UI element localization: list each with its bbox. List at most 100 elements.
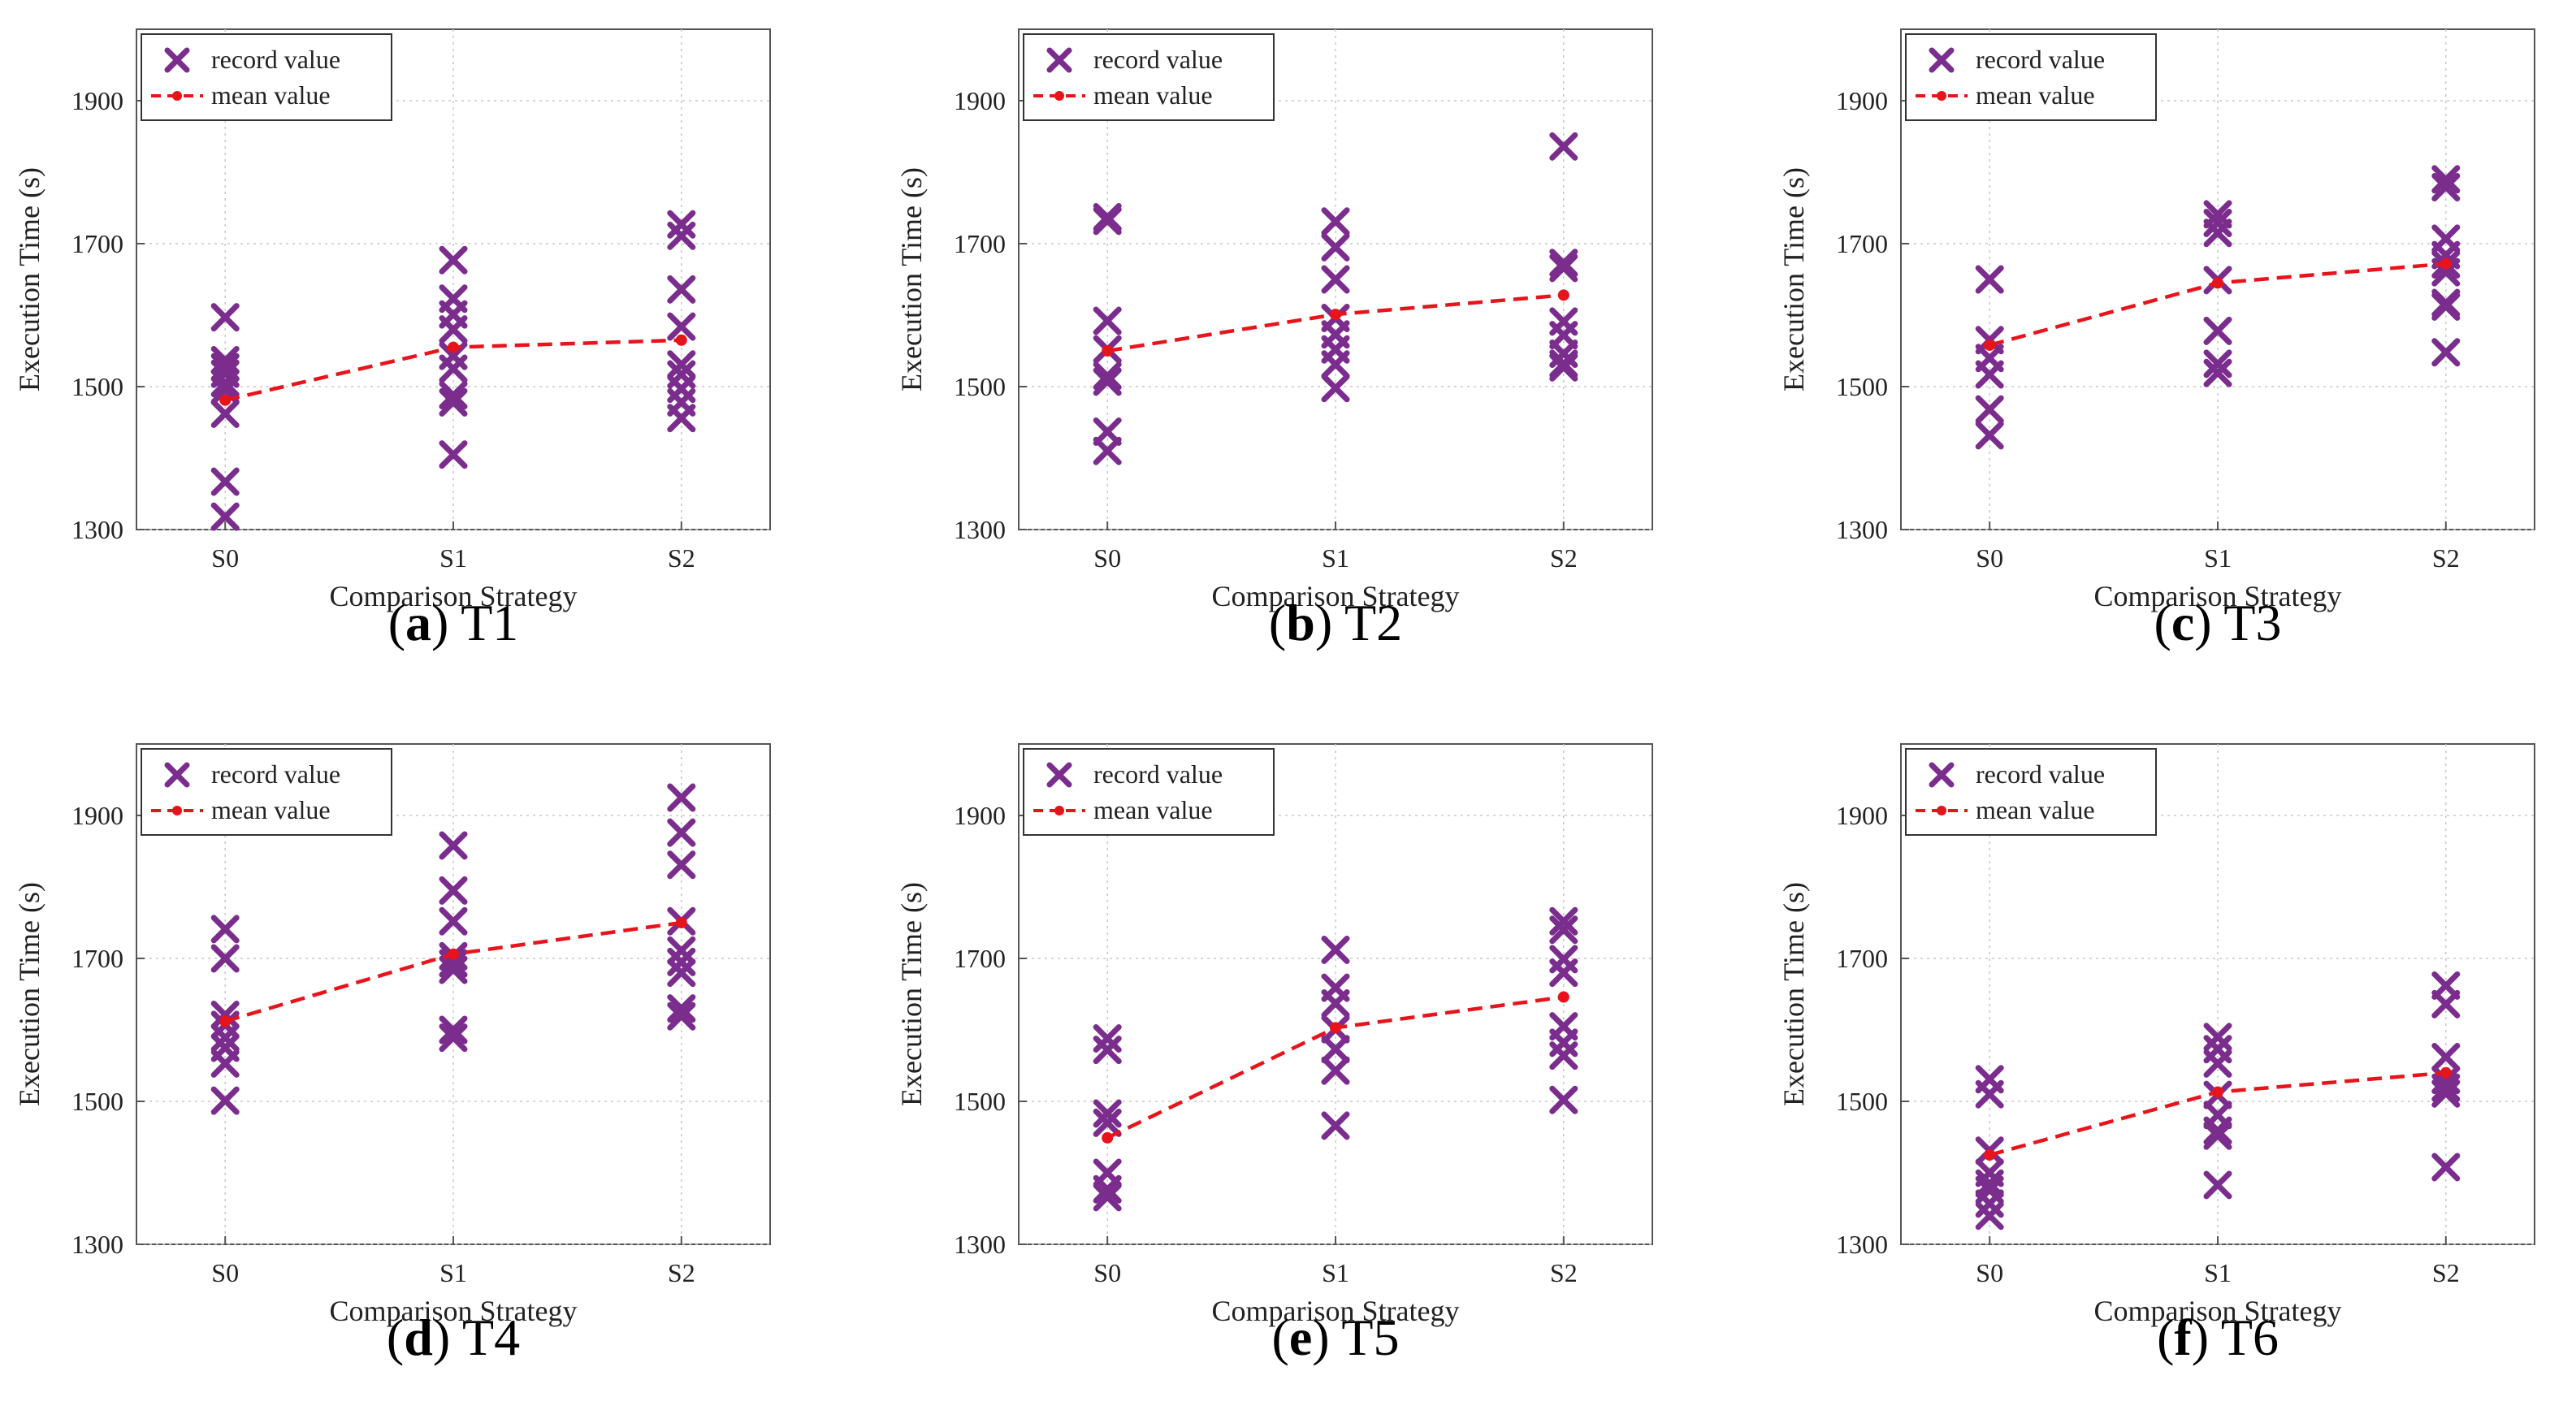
record-point [210, 399, 240, 428]
y-tick-label: 1900 [1836, 801, 1888, 830]
mean-point [1984, 339, 1996, 351]
legend-mean-label: mean value [1093, 795, 1213, 824]
record-point [439, 354, 468, 383]
y-tick-label: 1700 [954, 944, 1006, 973]
legend-mean-marker [1937, 806, 1946, 815]
x-tick-label: S2 [2432, 543, 2460, 573]
record-point [210, 1049, 240, 1078]
panel-caption: (b) T2 [1268, 594, 1403, 651]
record-point [2203, 1049, 2232, 1078]
mean-point [1330, 1022, 1341, 1034]
mean-point [2440, 1066, 2452, 1079]
y-axis-label: Execution Time (s) [13, 882, 45, 1106]
panel-task: ) T1 [431, 594, 519, 651]
x-tick-label: S0 [1976, 543, 2003, 573]
legend: record value mean value [141, 748, 392, 836]
mean-point [2440, 257, 2452, 270]
record-point [2431, 165, 2461, 194]
record-point [2203, 218, 2232, 248]
record-point [667, 958, 696, 988]
y-tick-label: 1500 [71, 372, 123, 401]
mean-point [1557, 289, 1569, 301]
panel-task: ) T5 [1312, 1308, 1400, 1366]
record-point [1321, 1111, 1350, 1140]
record-point [1321, 265, 1350, 294]
mean-point [1330, 309, 1341, 321]
record-point [2203, 316, 2232, 345]
record-point [439, 440, 468, 469]
y-tick-label: 1700 [1836, 229, 1888, 258]
y-tick-label: 1900 [954, 86, 1006, 115]
record-point [667, 994, 696, 1023]
record-point [1549, 906, 1578, 936]
legend: record value mean value [141, 33, 392, 121]
record-point [1093, 1183, 1122, 1212]
record-point [1975, 1169, 2004, 1198]
x-axis-label: Comparison Strategy [330, 1295, 578, 1327]
y-tick-label: 1500 [1836, 1087, 1888, 1116]
x-tick-label: S0 [211, 1258, 239, 1287]
record-point [1093, 436, 1122, 465]
record-point [2431, 292, 2461, 321]
y-tick-label: 1700 [71, 229, 123, 258]
record-point [2431, 338, 2461, 367]
record-point [667, 850, 696, 880]
record-point [1093, 306, 1122, 335]
record-point [1975, 421, 2004, 450]
panel-letter: d [404, 1308, 433, 1366]
legend: record value mean value [1023, 33, 1275, 121]
legend-record-marker [1046, 762, 1072, 788]
y-tick-label: 1900 [71, 801, 123, 830]
record-point [1321, 1056, 1350, 1085]
record-point [1321, 350, 1350, 379]
chart-svg: 1300 1500 1700 1900 S0 S1 S2 Comparison Strateg… [895, 743, 1653, 1327]
record-point [1975, 1201, 2004, 1231]
legend-box [1023, 748, 1275, 836]
record-point [210, 915, 240, 944]
mean-point [448, 341, 459, 353]
y-tick-label: 1700 [1836, 944, 1888, 973]
record-point [1093, 367, 1122, 396]
record-point [2431, 1042, 2461, 1071]
y-tick-label: 1300 [1836, 1230, 1888, 1259]
record-point [1975, 360, 2004, 389]
panel-caption: (c) T3 [2154, 594, 2282, 651]
record-point [1549, 353, 1578, 382]
panel-task: ) T4 [432, 1308, 521, 1366]
legend-mean-marker [1937, 91, 1946, 101]
panel-caption: (d) T4 [386, 1308, 521, 1366]
panel-caption: (e) T5 [1271, 1308, 1400, 1366]
x-tick-label: S0 [1093, 543, 1121, 573]
record-point [667, 783, 696, 812]
x-tick-label: S0 [211, 543, 239, 573]
record-point [1549, 1085, 1578, 1114]
record-point [210, 303, 240, 332]
mean-point [1557, 991, 1569, 1003]
record-point [1321, 935, 1350, 964]
record-point [1093, 361, 1122, 391]
record-point [667, 404, 696, 433]
legend-box [1905, 33, 2157, 121]
legend-mean-label: mean value [1093, 80, 1213, 110]
y-axis-label: Execution Time (s) [1777, 882, 1810, 1106]
legend-mean-label: mean value [211, 80, 331, 110]
record-point [1093, 1174, 1122, 1204]
y-tick-label: 1300 [1836, 515, 1888, 544]
legend-record-label: record value [1093, 45, 1223, 74]
panel-caption: (f) T6 [2157, 1308, 2279, 1366]
record-point [2431, 1079, 2461, 1108]
record-point [210, 944, 240, 973]
record-point [667, 1001, 696, 1031]
x-axis-label: Comparison Strategy [1212, 580, 1460, 612]
record-point [439, 245, 468, 275]
mean-point [2212, 1086, 2223, 1098]
record-point [439, 387, 468, 417]
record-point [1321, 374, 1350, 403]
legend-mean-label: mean value [1976, 795, 2095, 824]
record-point [2431, 1073, 2461, 1102]
legend-record-marker [1046, 47, 1072, 73]
mean-point [2212, 277, 2223, 289]
legend: record value mean value [1905, 748, 2157, 836]
x-tick-label: S1 [2204, 1258, 2232, 1287]
